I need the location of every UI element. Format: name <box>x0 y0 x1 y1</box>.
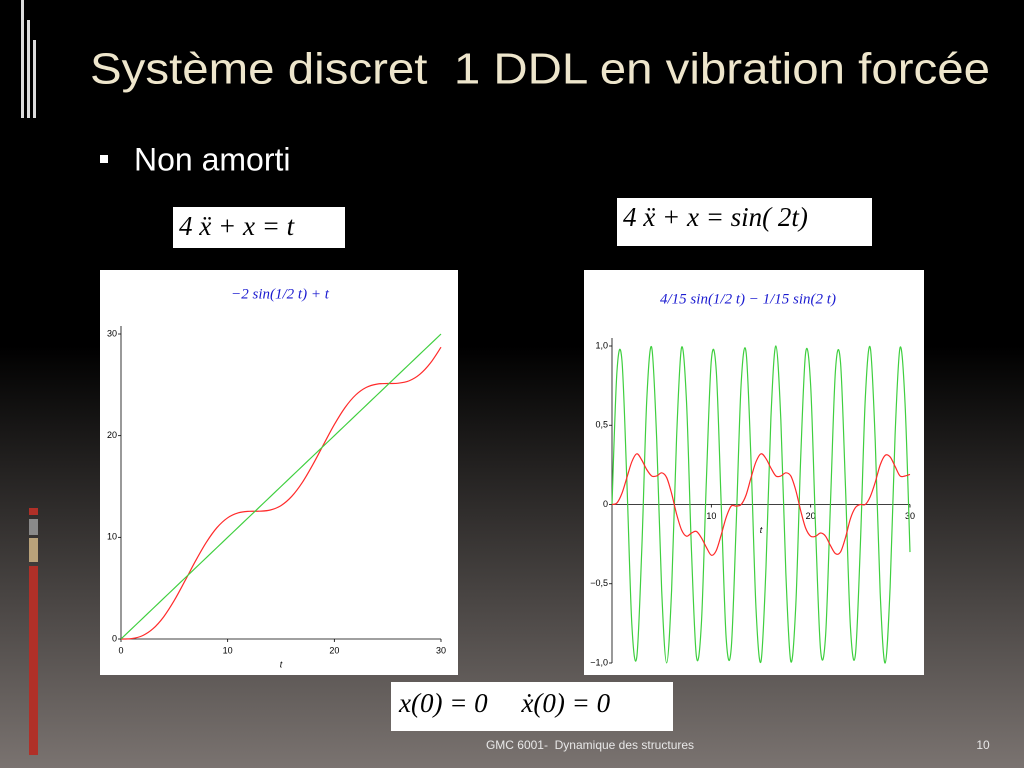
y-tick-label: −0,5 <box>590 578 608 588</box>
bullet-text: Non amorti <box>134 141 291 177</box>
line-series <box>120 346 442 640</box>
line-series <box>611 453 911 556</box>
y-tick-label: 0 <box>112 633 117 643</box>
x-tick-label: 30 <box>436 645 446 655</box>
chart-panel <box>584 270 924 675</box>
chart-title: −2 sin(1/2 t) + t <box>231 286 330 302</box>
y-tick-label: 20 <box>107 430 117 440</box>
line-series <box>120 333 442 640</box>
x-axis-label: t <box>280 659 283 669</box>
y-tick-label: 0 <box>603 499 608 509</box>
equation: 4 ẍ + x = t <box>179 211 296 241</box>
x-tick-label: 0 <box>118 645 123 655</box>
y-tick-label: 1,0 <box>595 340 608 350</box>
initial-conditions: x(0) = 0 ẋ(0) = 0 <box>398 688 611 718</box>
equation: 4 ẍ + x = sin( 2t) <box>623 202 808 232</box>
decoration <box>21 0 38 755</box>
chart-panel <box>100 270 458 675</box>
slide-title: Système discret 1 DDL en vibration forcé… <box>90 45 990 94</box>
bullet-icon <box>100 155 108 163</box>
y-tick-label: 0,5 <box>595 420 608 430</box>
x-tick-label: 20 <box>806 511 816 521</box>
x-tick-label: 10 <box>706 511 716 521</box>
equation-box <box>173 207 345 248</box>
y-tick-label: −1,0 <box>590 657 608 667</box>
y-tick-label: 30 <box>107 328 117 338</box>
equation-box <box>617 198 872 246</box>
y-tick-label: 10 <box>107 532 117 542</box>
x-tick-label: 20 <box>329 645 339 655</box>
line-series <box>611 345 911 664</box>
x-tick-label: 10 <box>223 645 233 655</box>
x-tick-label: 30 <box>905 511 915 521</box>
chart-title: 4/15 sin(1/2 t) − 1/15 sin(2 t) <box>660 291 836 307</box>
page-number: 10 <box>976 738 990 752</box>
equation-box <box>391 682 673 731</box>
footer: GMC 6001- Dynamique des structures <box>486 738 694 752</box>
x-axis-label: t <box>760 525 763 535</box>
